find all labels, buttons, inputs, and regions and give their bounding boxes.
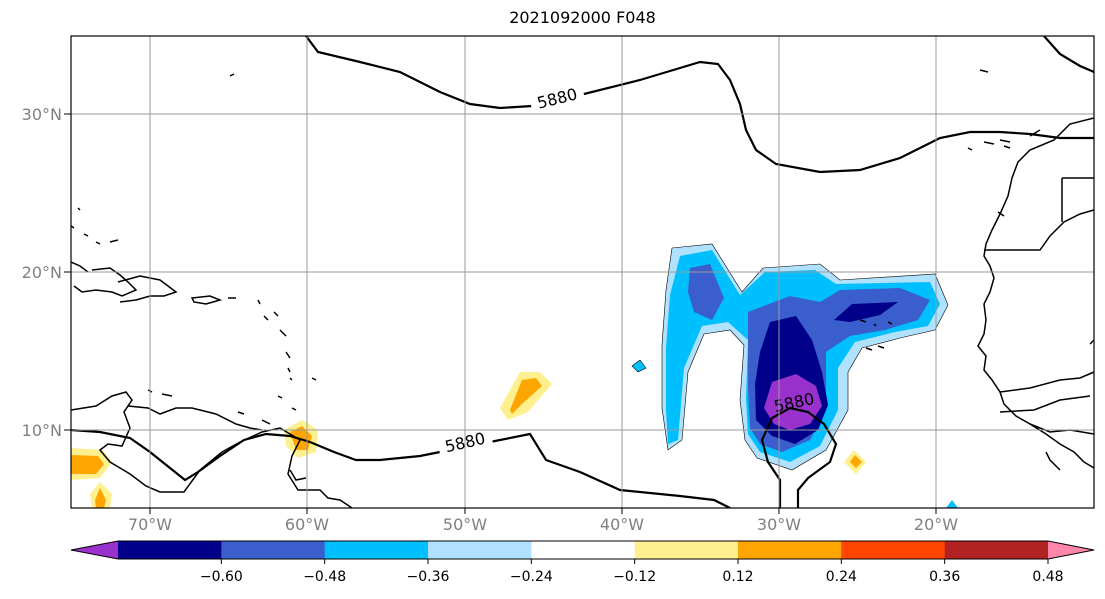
- lon-label-40w: 40°W: [600, 515, 644, 534]
- colorbar-tick-label: −0.12: [613, 569, 656, 585]
- colorbar-tick-label: 0.12: [722, 569, 753, 585]
- colorbar-segment: [118, 541, 222, 559]
- lat-label-30n: 30°N: [22, 105, 62, 124]
- lon-label-50w: 50°W: [443, 515, 487, 534]
- lat-label-10n: 10°N: [22, 421, 62, 440]
- lon-label-30w: 30°W: [757, 515, 801, 534]
- colorbar-tick-label: −0.24: [510, 569, 553, 585]
- longitude-labels: 70°W 60°W 50°W 40°W 30°W 20°W: [128, 508, 958, 534]
- colorbar-segment: [634, 541, 739, 559]
- height-contours: [71, 36, 1094, 508]
- colorbar-segment: [221, 541, 326, 559]
- colorbar-tick-label: 0.24: [826, 569, 857, 585]
- colorbar-tick-label: −0.36: [407, 569, 450, 585]
- colorbar-segment: [841, 541, 946, 559]
- colorbar-extend-low: [71, 541, 118, 559]
- colorbar-segment: [531, 541, 636, 559]
- map-title: 2021092000 F048: [509, 8, 656, 27]
- colorbar-tick-label: −0.48: [303, 569, 346, 585]
- colorbar-tick-label: 0.36: [929, 569, 960, 585]
- colorbar: −0.60 −0.48 −0.36 −0.24 −0.12 0.12 0.24 0.36 0.4…: [70, 540, 1095, 585]
- colorbar-outline: [70, 540, 1095, 560]
- colorbar-segment: [324, 541, 429, 559]
- coastlines: [71, 69, 1094, 508]
- lat-label-20n: 20°N: [22, 263, 62, 282]
- lon-label-60w: 60°W: [285, 515, 329, 534]
- gridlines: [71, 36, 1094, 508]
- anomaly-fill: [71, 244, 958, 508]
- lon-label-70w: 70°W: [128, 515, 172, 534]
- colorbar-segment: [428, 541, 532, 559]
- colorbar-segment: [738, 541, 842, 559]
- colorbar-extend-high: [1048, 541, 1094, 559]
- colorbar-segment: [944, 541, 1049, 559]
- colorbar-tick-label: −0.60: [200, 569, 243, 585]
- latitude-labels: 30°N 20°N 10°N: [22, 105, 71, 440]
- lon-label-20w: 20°W: [914, 515, 958, 534]
- colorbar-tick-label: 0.48: [1032, 569, 1063, 585]
